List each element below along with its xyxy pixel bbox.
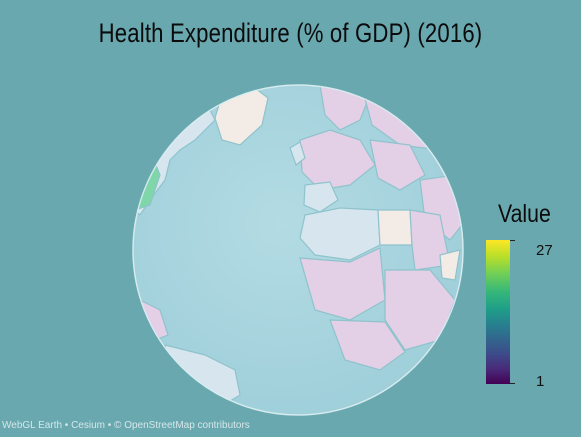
region-eastern-europe[interactable] xyxy=(369,139,426,191)
region-british-isles[interactable] xyxy=(289,141,306,166)
region-libya[interactable] xyxy=(377,209,413,246)
map-attribution[interactable]: WebGL Earth • Cesium • © OpenStreetMap c… xyxy=(2,420,250,431)
colorbar-tick-max xyxy=(510,240,515,241)
colorbar xyxy=(486,240,510,384)
region-horn-of-africa[interactable] xyxy=(439,249,461,281)
globe-rim xyxy=(132,84,464,416)
legend-max-label: 27 xyxy=(536,242,553,259)
region-iberia[interactable] xyxy=(303,181,339,213)
region-north-africa[interactable] xyxy=(299,207,381,261)
colorbar-tick-min xyxy=(510,383,515,384)
region-southern-africa[interactable] xyxy=(329,319,406,371)
legend-title: Value xyxy=(498,200,551,228)
color-legend: Value 27 1 xyxy=(478,196,578,396)
map-title: Health Expenditure (% of GDP) (2016) xyxy=(98,18,483,48)
legend-min-label: 1 xyxy=(536,373,545,390)
region-western-europe[interactable] xyxy=(299,129,376,191)
